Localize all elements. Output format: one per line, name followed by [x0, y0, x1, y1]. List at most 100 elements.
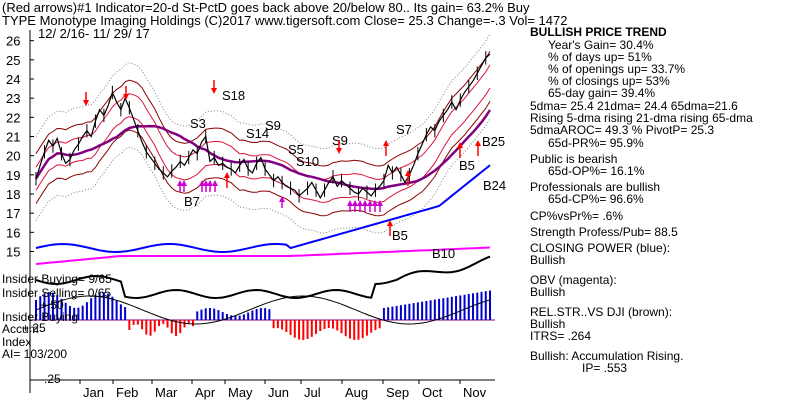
signal-label: B10 [432, 246, 455, 261]
x-tick-label: Sep [386, 385, 409, 400]
magenta-arrow-head [181, 180, 187, 186]
panel-days-up: % of days up= 51% [548, 50, 652, 64]
signal-label: S7 [396, 122, 412, 137]
panel-strength: Strength Profess/Pub= 88.5 [530, 225, 678, 239]
magenta-arrow-head [177, 180, 183, 186]
panel-rising: Rising 5-dma rising 21-dma rising 65-dma [530, 111, 753, 125]
minus25-label: -.25 [40, 372, 61, 386]
signal-label: B5 [459, 158, 475, 173]
x-tick-label: May [228, 385, 253, 400]
magenta-arrow-head [362, 200, 368, 206]
magenta-arrow-head [372, 200, 378, 206]
panel-closing-power-value: Bullish [530, 253, 566, 267]
y-tick-label: 23 [6, 91, 20, 106]
y-tick-label: 19 [6, 168, 20, 183]
plus25-label: +.25 [22, 321, 46, 335]
lower-envelope [35, 101, 491, 217]
signal-label: S3 [190, 116, 206, 131]
lower-inner-band [35, 87, 491, 203]
red-arrow-head [475, 140, 481, 146]
panel-cpvspr: CP%vsPr%= .6% [530, 209, 624, 223]
magenta-arrow-head [199, 180, 205, 186]
signal-label: S5 [288, 142, 304, 157]
upper-inner-band [35, 64, 491, 180]
insider-buying-label: Insider Buying= 9/65 [2, 272, 112, 286]
x-tick-label: Feb [116, 385, 138, 400]
y-tick-label: 17 [6, 206, 20, 221]
signal-label: B24 [483, 178, 506, 193]
y-tick-label: 24 [6, 72, 20, 87]
panel-title: BULLISH PRICE TREND [530, 25, 667, 39]
panel-closings-up: % of closings up= 53% [548, 74, 670, 88]
panel-accum-rising: Bullish: Accumulation Rising. [530, 349, 684, 363]
panel-aroc: 5dmaAROC= 49.3 % PivotP= 25.3 [530, 123, 715, 137]
signal-label: B25 [482, 134, 505, 149]
ticker-header: TYPE Monotype Imaging Holdings (C)2017 w… [2, 13, 568, 28]
price-line [35, 53, 491, 200]
ai-label: AI= 103/200 [2, 347, 68, 361]
x-tick-label: Oct [422, 385, 443, 400]
magenta-arrow-head [367, 200, 373, 206]
x-tick-label: Jan [83, 385, 104, 400]
date-range: 12/ 2/16- 11/ 29/ 17 [38, 26, 150, 41]
signal-label: S18 [222, 88, 245, 103]
x-tick-label: Mar [155, 385, 178, 400]
x-tick-label: Aug [345, 385, 368, 400]
signal-label: S10 [296, 154, 319, 169]
panel-op: 65d-OP%= 16.1% [548, 164, 645, 178]
y-tick-label: 16 [6, 225, 20, 240]
magenta-arrow-head [207, 180, 213, 186]
panel-openings-up: % of openings up= 33.7% [548, 62, 686, 76]
red-arrow-head [211, 88, 217, 94]
x-tick-label: Jun [268, 385, 289, 400]
red-arrow-head [457, 142, 463, 148]
x-tick-label: Jul [304, 385, 321, 400]
signal-label: B7 [184, 194, 200, 209]
y-tick-label: 21 [6, 130, 20, 145]
panel-itrs: ITRS= .264 [530, 329, 592, 343]
panel-cp: 65d-CP%= 96.6% [548, 192, 644, 206]
magenta-arrow-head [203, 180, 209, 186]
signal-label: S14 [246, 126, 269, 141]
panel-obv: OBV (magenta): [530, 273, 617, 287]
x-tick-label: Apr [195, 385, 216, 400]
y-tick-label: 20 [6, 149, 20, 164]
index-label: Index [2, 335, 32, 349]
panel-years-gain: Year's Gain= 30.4% [548, 38, 654, 52]
red-arrow-head [83, 100, 89, 106]
insider-selling-label: Insider Selling= 0/65 [2, 286, 112, 300]
relstr-line [35, 255, 491, 300]
y-tick-label: 18 [6, 187, 20, 202]
y-tick-label: 22 [6, 110, 20, 125]
panel-dma: 5dma= 25.4 21dma= 24.4 65dma=21.6 [530, 99, 738, 113]
red-arrow-head [405, 170, 411, 176]
magenta-arrow-head [347, 200, 353, 206]
y-tick-label: 26 [6, 34, 20, 49]
red-arrow-head [383, 140, 389, 146]
panel-relstr: REL.STR..VS DJI (brown): [530, 305, 673, 319]
magenta-arrow-head [212, 180, 218, 186]
closing-power-line [35, 164, 491, 254]
indicator-header: (Red arrows)#1 Indicator=20-d St-PctD go… [2, 0, 530, 15]
magenta-arrow-head [377, 200, 383, 206]
accum-label: Accum [2, 322, 39, 336]
plus50-label: +.50 [40, 298, 64, 312]
magenta-arrow-head [279, 196, 285, 202]
panel-relstr-value: Bullish [530, 317, 566, 331]
y-tick-label: 25 [6, 53, 20, 68]
red-arrow-head [224, 172, 230, 178]
red-arrow-head [387, 220, 393, 226]
signal-label: B5 [392, 228, 408, 243]
red-arrow-head [123, 94, 129, 100]
panel-pr: 65d-PR%= 95.9% [548, 136, 644, 150]
y-tick-label: 15 [6, 245, 20, 260]
insider-buying-label-2: Insider Buying [2, 310, 79, 324]
accum-ma-line [35, 295, 491, 325]
red-arrow-head [336, 148, 342, 154]
signal-label: S9 [265, 118, 281, 133]
panel-obv-value: Bullish [530, 285, 566, 299]
signal-label: S9 [332, 133, 348, 148]
panel-closing-power: CLOSING POWER (blue): [530, 241, 671, 255]
